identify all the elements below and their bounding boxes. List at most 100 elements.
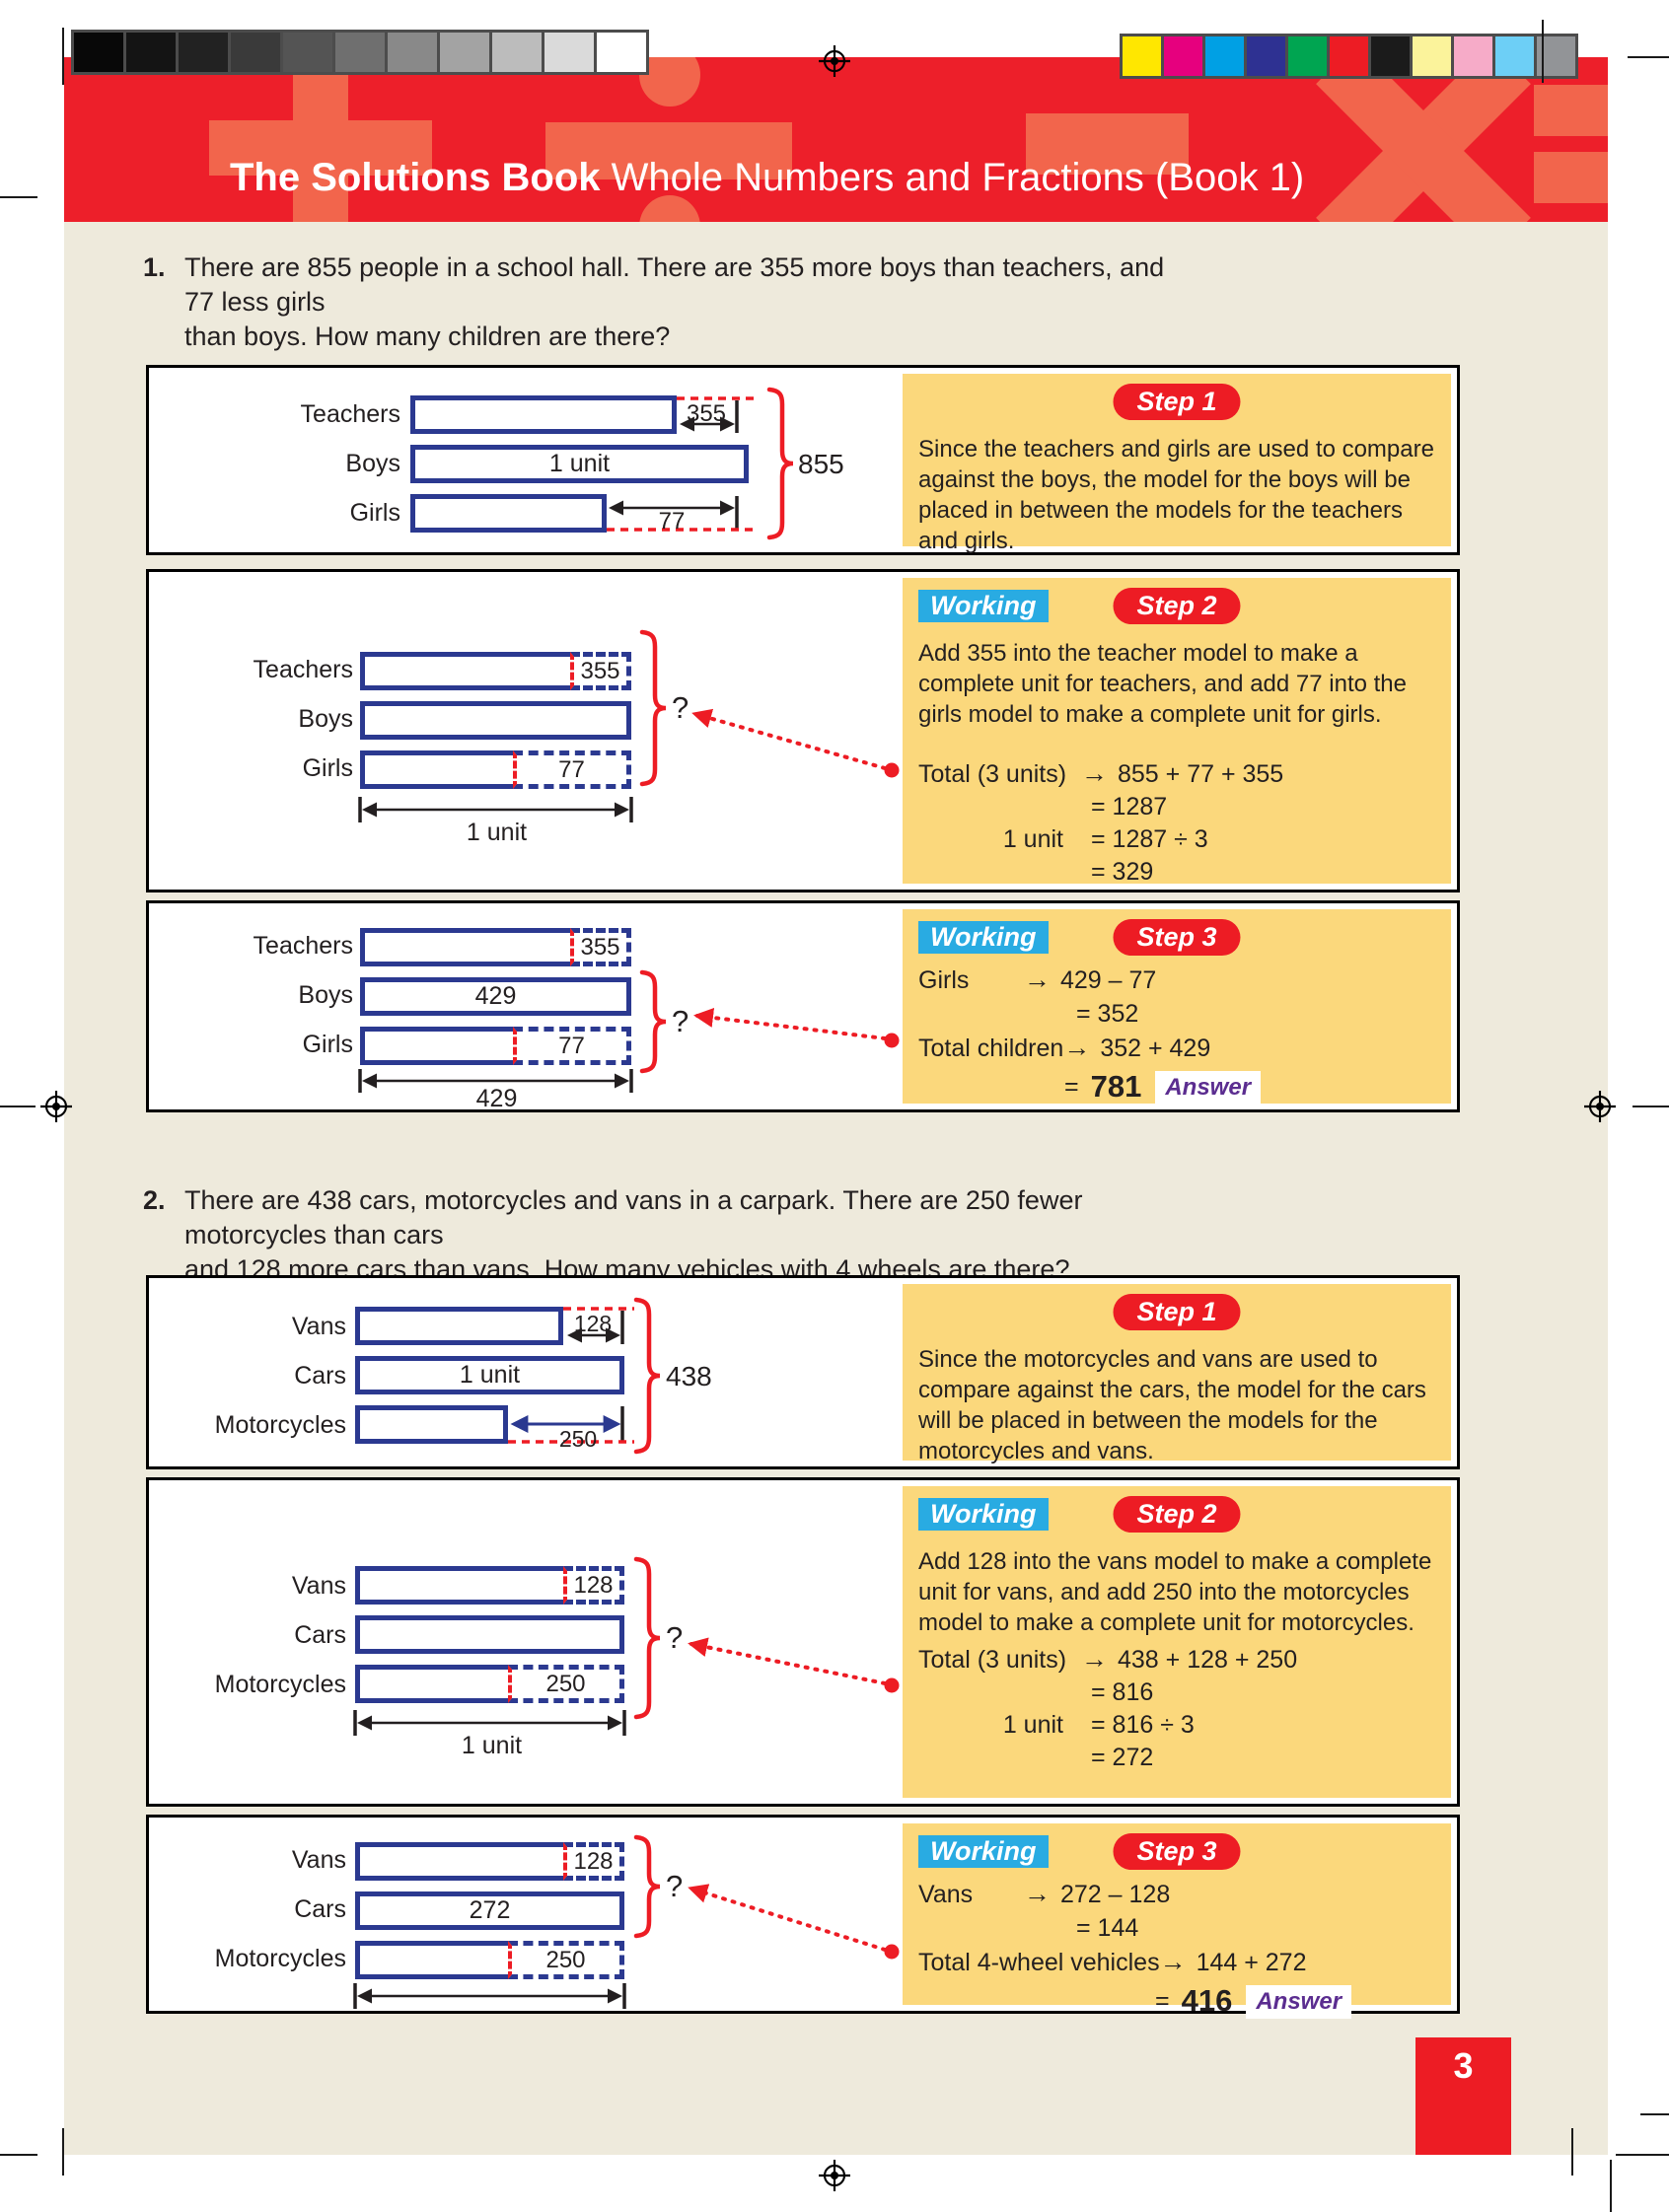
crop-mark [0, 196, 37, 198]
panel-p1-step1: Teachers Boys Girls 1 unit 355 77 855 St… [146, 365, 1460, 555]
working-line: = 1287 [1091, 793, 1168, 821]
panel-p2-step3: Vans Cars Motorcycles 128 272 250 ? Work… [146, 1815, 1460, 2019]
brace-question: ? [666, 1620, 684, 1655]
step-pill: Step 3 [1113, 919, 1241, 956]
step-pill: Step 3 [1113, 1833, 1241, 1870]
explanation-step1: Step 1 Since the motorcycles and vans ar… [903, 1284, 1451, 1464]
bar-vans-extension: 128 [563, 1566, 624, 1605]
panel-p2-step1: Vans Cars Motorcycles 1 unit 128 250 438… [146, 1275, 1460, 1469]
working-lines: Girls → 429 – 77 = 352 Total children → 352 … [918, 963, 1435, 1107]
brace-total: 855 [798, 449, 844, 479]
step-text: Since the teachers and girls are used to… [918, 436, 1434, 554]
bar-motorcycles-extension: 250 [508, 1941, 624, 1979]
registration-mark-icon [1584, 1091, 1616, 1122]
problem-text-line: There are 438 cars, motorcycles and vans… [184, 1185, 1083, 1250]
bar-cars [355, 1615, 624, 1654]
bar-cars: 1 unit [355, 1356, 624, 1394]
working-line: = 272 [1091, 1744, 1154, 1772]
bar-teachers-extension: 355 [570, 652, 631, 690]
crop-mark [1633, 1106, 1669, 1107]
working-chip: Working [918, 1835, 1049, 1868]
extension-value: 77 [558, 1032, 585, 1059]
row-label: Teachers [253, 932, 353, 960]
row-label: Vans [291, 1846, 346, 1874]
step-pill: Step 2 [1113, 1496, 1241, 1533]
bar-motorcycles [355, 1405, 508, 1444]
row-label: Boys [298, 981, 353, 1009]
explanation-step3: Working Step 3 Girls → 429 – 77 = 352 Tota… [903, 909, 1451, 1107]
working-line: 1 unit = 1287 ÷ 3 [1002, 825, 1208, 854]
bar-girls-extension: 77 [513, 1027, 631, 1065]
answer-line: = 416 Answer [1155, 1981, 1435, 2022]
answer-value: 781 [1090, 1069, 1142, 1105]
crop-mark [0, 1106, 36, 1107]
minus-icon [1026, 113, 1189, 175]
working-chip: Working [918, 1498, 1049, 1531]
working-line: Total (3 units) → 855 + 77 + 355 [918, 757, 1284, 788]
step-text: Add 128 into the vans model to make a co… [918, 1548, 1432, 1636]
registration-mark-icon [819, 45, 850, 77]
row-label: Vans [291, 1572, 346, 1600]
gap-value: 355 [686, 400, 727, 427]
unit-measure-label: 429 [475, 1085, 518, 1112]
problem-1-statement: 1. There are 855 people in a school hall… [143, 250, 1189, 354]
gap-value: 128 [573, 1311, 613, 1336]
row-label: Teachers [253, 656, 353, 683]
crop-mark [62, 2128, 64, 2176]
page-number: 3 [1415, 2037, 1511, 2155]
brace-question: ? [666, 1869, 684, 1903]
working-line: = 352 [1076, 999, 1139, 1028]
row-label: Motorcycles [214, 1945, 346, 1972]
problem-2-statement: 2. There are 438 cars, motorcycles and v… [143, 1183, 1189, 1287]
crop-mark [1616, 2154, 1669, 2156]
explanation-step2: Working Step 2 Add 355 into the teacher … [903, 578, 1451, 886]
bar-teachers-extension: 355 [570, 928, 631, 966]
explanation-step1: Step 1 Since the teachers and girls are … [903, 374, 1451, 554]
unit-measure-label: 1 unit [461, 1732, 523, 1759]
bar-motorcycles [355, 1665, 508, 1703]
panel-p1-step3: Teachers Boys Girls 355 429 77 429 ? Wor… [146, 900, 1460, 1112]
row-label: Girls [349, 499, 400, 527]
answer-line: = 781 Answer [1064, 1067, 1435, 1107]
crop-mark [1640, 2113, 1669, 2115]
bar-unit-label: 1 unit [548, 450, 611, 477]
panel-p1-step2: Teachers Boys Girls 355 77 1 unit ? Work… [146, 569, 1460, 892]
page-title-bold: The Solutions Book [230, 156, 601, 199]
working-line: = 329 [1091, 858, 1154, 887]
registration-mark-icon [819, 2160, 850, 2191]
extension-value: 355 [580, 657, 620, 684]
bar-cars: 272 [355, 1891, 624, 1930]
bar-girls-extension: 77 [513, 750, 631, 789]
row-label: Teachers [300, 400, 400, 428]
bar-value: 429 [474, 982, 517, 1010]
crop-mark [1610, 2160, 1612, 2212]
extension-value: 77 [558, 755, 585, 783]
working-line: Vans → 272 – 128 [918, 1879, 1171, 1908]
bar-vans [355, 1566, 563, 1605]
bar-vans [355, 1307, 563, 1345]
plus-icon [293, 57, 348, 222]
bar-vans [355, 1842, 563, 1881]
problem-number: 2. [143, 1185, 166, 1215]
working-lines: Total (3 units) → 438 + 128 + 250 = 816 1 … [918, 1642, 1435, 1775]
color-calibration-bar [1120, 34, 1578, 79]
crop-mark [1628, 56, 1669, 58]
row-label: Boys [345, 450, 400, 477]
extension-value: 128 [573, 1571, 614, 1599]
step-pill: Step 1 [1113, 384, 1241, 420]
working-line: Girls → 429 – 77 [918, 964, 1157, 994]
answer-value: 416 [1181, 1983, 1233, 2019]
row-label: Motorcycles [214, 1671, 346, 1698]
bar-motorcycles-extension: 250 [508, 1665, 624, 1703]
page-title-rest: Whole Numbers and Fractions (Book 1) [600, 156, 1305, 199]
working-chip: Working [918, 921, 1049, 954]
bar-boys: 1 unit [410, 445, 749, 483]
working-lines: Total (3 units) → 855 + 77 + 355 = 1287 1 … [918, 756, 1435, 890]
panel-p2-step2: Vans Cars Motorcycles 128 250 1 unit ? W… [146, 1477, 1460, 1807]
unit-measure-label: 1 unit [466, 819, 528, 846]
working-line: = 816 [1091, 1678, 1154, 1707]
equals-icon [1534, 152, 1608, 203]
grayscale-calibration-bar [71, 30, 649, 75]
step-pill: Step 2 [1113, 588, 1241, 624]
